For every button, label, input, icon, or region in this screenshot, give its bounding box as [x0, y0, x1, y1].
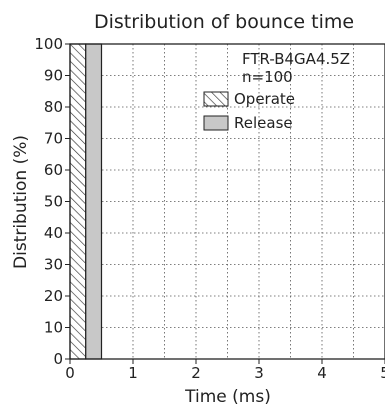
y-tick-label: 0	[53, 350, 63, 368]
y-tick-label: 20	[44, 287, 63, 305]
bar-release	[85, 43, 103, 360]
y-axis-label: Distribution (%)	[11, 135, 31, 269]
y-tick-label: 40	[44, 224, 63, 242]
bar-operate	[69, 43, 87, 360]
x-tick-label: 4	[317, 364, 327, 382]
sample-count-annotation: n=100	[242, 68, 293, 86]
x-tick-label: 0	[65, 364, 75, 382]
y-tick-label: 60	[44, 161, 63, 179]
legend: Operate Release	[203, 90, 295, 132]
x-tick-label: 2	[191, 364, 201, 382]
legend-label-release: Release	[234, 114, 293, 132]
y-tick-label: 50	[44, 193, 63, 211]
y-tick-label: 100	[34, 35, 63, 53]
y-tick-label: 30	[44, 256, 63, 274]
x-axis-label: Time (ms)	[184, 387, 271, 407]
x-tick-label: 1	[128, 364, 138, 382]
x-tick-label: 5	[380, 364, 385, 382]
legend-swatch-release	[203, 115, 229, 131]
grid	[70, 44, 385, 359]
legend-label-operate: Operate	[234, 90, 295, 108]
y-ticks: 0 10 20 30 40 50 60 70 80 90 100	[34, 35, 70, 368]
annotation-box: FTR-B4GA4.5Z n=100	[242, 50, 350, 86]
y-tick-label: 80	[44, 98, 63, 116]
bars	[69, 43, 103, 360]
chart-title: Distribution of bounce time	[94, 11, 354, 33]
y-tick-label: 70	[44, 130, 63, 148]
y-tick-label: 10	[44, 319, 63, 337]
model-annotation: FTR-B4GA4.5Z	[242, 50, 350, 68]
x-ticks: 0 1 2 3 4 5	[65, 359, 385, 382]
legend-swatch-operate	[203, 91, 229, 107]
y-tick-label: 90	[44, 67, 63, 85]
x-tick-label: 3	[254, 364, 264, 382]
